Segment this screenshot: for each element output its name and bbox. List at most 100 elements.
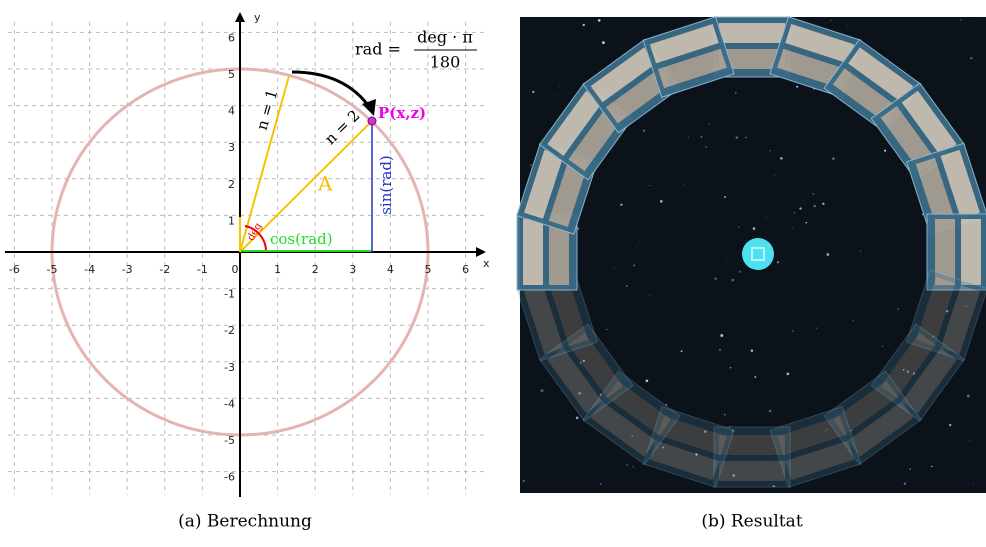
label: sin(rad)	[377, 155, 395, 215]
star	[600, 483, 602, 485]
arrow-head	[235, 12, 245, 22]
star	[684, 184, 685, 185]
star	[528, 134, 529, 135]
star	[826, 253, 829, 256]
star	[831, 20, 832, 21]
y-tick-label: 4	[228, 105, 235, 118]
star	[620, 204, 622, 206]
star	[598, 19, 601, 22]
star	[660, 200, 663, 203]
y-tick-label: 1	[228, 214, 235, 227]
star	[804, 200, 805, 201]
x-tick-label: 4	[387, 263, 394, 276]
star	[973, 483, 974, 484]
label: n = 1	[253, 87, 282, 132]
star	[643, 130, 645, 132]
star	[931, 466, 932, 467]
star	[860, 251, 861, 252]
y-tick-label: -6	[224, 471, 235, 484]
arrow-head	[476, 247, 486, 257]
star	[649, 295, 650, 296]
x-tick-label: -2	[159, 263, 170, 276]
star	[681, 316, 682, 317]
y-tick-label: -4	[224, 397, 235, 410]
x-tick-label: -4	[84, 263, 95, 276]
label: n = 2	[321, 106, 363, 148]
star	[853, 320, 854, 321]
y-tick-label: 6	[228, 31, 235, 44]
x-tick-label: 6	[462, 263, 469, 276]
star	[602, 41, 605, 44]
star	[779, 286, 780, 287]
star	[832, 157, 834, 159]
x-tick-label: 5	[425, 263, 432, 276]
x-tick-label: -3	[122, 263, 133, 276]
label: P(x,z)	[378, 104, 426, 122]
star	[600, 36, 601, 37]
star	[715, 278, 717, 280]
formula: 180	[430, 53, 461, 72]
caption: (b) Resultat	[701, 512, 802, 532]
y-tick-label: -5	[224, 434, 235, 447]
star	[532, 91, 534, 93]
shelf-item	[719, 461, 785, 481]
star	[796, 86, 798, 88]
star	[813, 205, 816, 208]
shelf-item	[523, 219, 543, 285]
star	[949, 424, 951, 426]
x-tick-label: -1	[197, 263, 208, 276]
star	[897, 308, 899, 310]
star	[893, 213, 894, 214]
x-tick-label: 3	[349, 263, 356, 276]
star	[822, 203, 824, 205]
star	[554, 95, 555, 96]
star	[753, 227, 756, 230]
star	[909, 469, 910, 470]
star	[673, 260, 674, 261]
star	[792, 330, 794, 332]
y-tick-label: 5	[228, 68, 235, 81]
star	[626, 285, 628, 287]
star	[530, 164, 532, 166]
y-tick-label: -2	[224, 324, 235, 337]
star	[816, 328, 817, 329]
formula: rad =	[355, 40, 401, 59]
star	[805, 222, 807, 224]
axis-label: x	[483, 257, 490, 270]
star	[777, 261, 779, 263]
star	[614, 267, 615, 268]
star	[639, 242, 640, 243]
star	[748, 283, 749, 284]
star	[736, 136, 738, 138]
star	[681, 350, 683, 352]
star	[557, 435, 558, 436]
star	[720, 334, 723, 337]
star	[974, 21, 975, 22]
shelf-item	[961, 219, 981, 285]
player	[742, 238, 774, 270]
star	[739, 271, 741, 273]
star	[559, 87, 560, 88]
x-tick-label: 1	[274, 263, 281, 276]
star	[705, 146, 707, 148]
star	[769, 410, 772, 413]
star	[882, 346, 883, 347]
star	[970, 57, 973, 60]
y-tick-label: 2	[228, 178, 235, 191]
star	[735, 92, 737, 94]
star	[774, 175, 775, 176]
point	[368, 117, 376, 125]
y-tick-label: -3	[224, 361, 235, 374]
star	[799, 207, 801, 209]
star	[780, 157, 783, 160]
shelf-item	[719, 23, 785, 43]
x-tick-label: 0	[232, 263, 239, 276]
figure: xy-6-5-4-3-2-10123456654321-1-2-3-4-5-6n…	[0, 0, 986, 543]
star	[813, 193, 814, 194]
star	[649, 185, 650, 186]
star	[754, 376, 756, 378]
star	[884, 150, 886, 152]
star	[606, 329, 607, 330]
star	[708, 124, 709, 125]
